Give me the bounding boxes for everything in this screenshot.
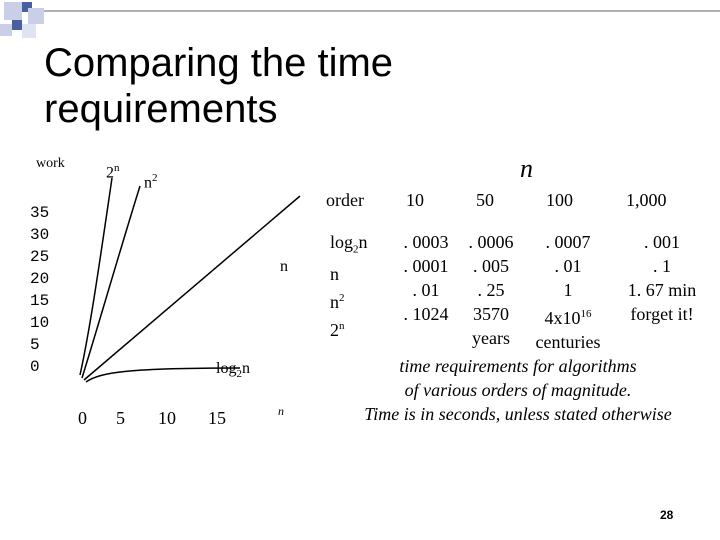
log-curve-label: log2n	[216, 360, 250, 381]
col-100-values: . 0007 . 01 1 4x1016 centuries	[526, 230, 610, 354]
table-cell: . 0007	[545, 232, 591, 252]
slide-title: Comparing the time requirements	[44, 41, 394, 131]
n-header: n	[520, 154, 533, 183]
log-curve	[85, 367, 241, 383]
col-header: 100	[546, 190, 573, 210]
table-cell: . 0001	[403, 256, 449, 276]
table-cell: centuries	[535, 332, 601, 352]
col-header: 1,000	[626, 190, 667, 210]
table-cell: 1	[563, 280, 573, 300]
table-cell: forget it!	[630, 304, 694, 324]
order-cell: log2n	[330, 232, 368, 256]
col-1000-values: . 001 . 1 1. 67 min forget it!	[612, 230, 712, 326]
y-tick: 5	[30, 336, 40, 354]
table-cell: . 01	[412, 280, 440, 300]
page-number: 28	[660, 508, 674, 522]
table-cell: 4x1016	[544, 308, 592, 328]
y-tick: 10	[30, 314, 50, 332]
col-10-values: . 0003 . 0001 . 01 . 1024	[396, 230, 456, 326]
table-cell: . 005	[473, 256, 509, 276]
table-cell: . 0003	[403, 232, 449, 252]
table-cell: . 001	[644, 232, 680, 252]
y-tick: 25	[30, 248, 50, 266]
order-cell: 2n	[330, 319, 345, 340]
exp-curve-label: 2n	[106, 162, 120, 182]
y-tick: 15	[30, 292, 50, 310]
x-axis-label: n	[278, 404, 284, 418]
table-cell: . 01	[554, 256, 582, 276]
caption-line: of various orders of magnitude.	[404, 380, 632, 400]
order-cell: n2	[330, 291, 345, 312]
x-tick: 15	[208, 408, 226, 428]
y-axis-label: work	[36, 156, 65, 171]
table-cell: years	[472, 328, 510, 348]
col-header: 10	[406, 190, 424, 210]
x-tick: 10	[158, 408, 176, 428]
order-cell: n	[330, 263, 339, 284]
y-tick: 20	[30, 270, 50, 288]
linear-curve	[83, 195, 301, 381]
col-50-values: . 0006 . 005 . 25 3570 years	[456, 230, 526, 350]
table-cell: 1. 67 min	[627, 280, 697, 300]
table-cell: . 25	[477, 280, 505, 300]
order-header: order	[326, 190, 364, 210]
quad-curve	[81, 185, 141, 379]
x-tick: 5	[116, 408, 125, 428]
table-cell: . 0006	[468, 232, 514, 252]
order-column: log2n n n2 2n	[330, 230, 390, 342]
table-cell: 3570	[473, 304, 509, 324]
table-cell: . 1024	[403, 304, 449, 324]
exp-curve	[79, 177, 113, 376]
y-tick: 0	[30, 358, 40, 376]
x-tick: 0	[78, 408, 87, 428]
decorative-squares	[0, 0, 60, 50]
y-tick: 35	[30, 204, 50, 222]
quad-curve-label: n2	[144, 172, 158, 192]
top-rule	[44, 10, 720, 12]
caption-line: Time is in seconds, unless stated otherw…	[364, 404, 672, 424]
table-cell: . 1	[653, 256, 671, 276]
col-header: 50	[476, 190, 494, 210]
caption-line: time requirements for algorithms	[399, 356, 637, 376]
y-tick: 30	[30, 226, 50, 244]
linear-curve-label: n	[280, 258, 288, 275]
